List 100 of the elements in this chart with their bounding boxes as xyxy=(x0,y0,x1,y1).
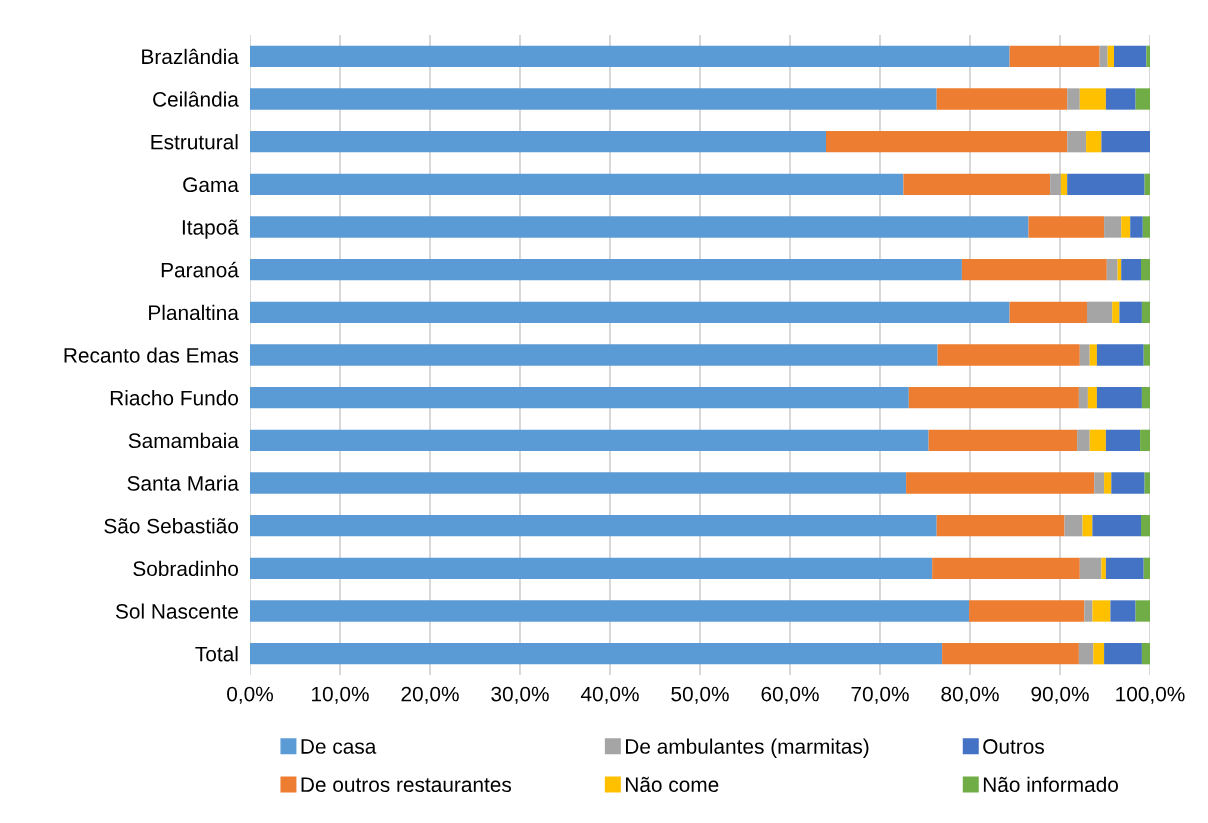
bar xyxy=(250,301,1010,323)
bar xyxy=(250,344,938,366)
bar xyxy=(1135,88,1150,110)
bar xyxy=(1144,472,1150,494)
bar xyxy=(1110,600,1136,622)
bar xyxy=(1105,557,1144,579)
bar xyxy=(250,387,909,409)
x-tick-label: 0,0% xyxy=(227,686,273,704)
bar xyxy=(1089,344,1097,366)
bar xyxy=(1067,131,1087,153)
bar xyxy=(1105,429,1141,451)
x-tick-label: 90,0% xyxy=(1031,686,1089,704)
bar xyxy=(1107,45,1114,67)
legend-label: De outros restaurantes xyxy=(301,777,512,793)
bar xyxy=(1140,429,1150,451)
y-tick-label: Itapoã xyxy=(182,219,239,239)
bar xyxy=(1067,173,1145,195)
y-tick-label: São Sebastião xyxy=(104,518,239,534)
bar xyxy=(826,131,1068,153)
bar xyxy=(1028,216,1105,238)
bar xyxy=(936,515,1065,537)
y-tick-label: Samambaia xyxy=(128,432,239,449)
bar xyxy=(1092,600,1111,622)
bar xyxy=(1141,643,1150,665)
bar xyxy=(928,429,1078,451)
bar xyxy=(1130,216,1143,238)
bar xyxy=(1143,344,1150,366)
legend-label: Não informado xyxy=(983,776,1118,793)
y-tick-label: Brazlândia xyxy=(142,48,239,65)
bar xyxy=(1104,216,1122,238)
x-tick-label: 60,0% xyxy=(761,686,819,704)
bar xyxy=(250,600,970,622)
bar xyxy=(1078,643,1094,665)
bar xyxy=(1082,515,1093,537)
bar xyxy=(1146,45,1150,67)
bar xyxy=(1105,88,1136,110)
bar xyxy=(1009,301,1087,323)
bar xyxy=(250,259,962,281)
bar xyxy=(1119,301,1142,323)
bar xyxy=(1078,387,1088,409)
y-tick-label: Estrutural xyxy=(151,134,238,150)
bar xyxy=(1093,643,1105,665)
bar xyxy=(1092,515,1141,537)
bar xyxy=(1141,515,1150,537)
bar xyxy=(1087,301,1113,323)
bar xyxy=(1106,259,1118,281)
bar xyxy=(1101,131,1150,153)
bar xyxy=(1099,45,1108,67)
x-tick-label: 20,0% xyxy=(401,686,459,704)
y-tick-label: Sol Nascente xyxy=(115,603,238,619)
bar xyxy=(1009,45,1100,67)
bar xyxy=(250,643,943,665)
bar xyxy=(936,88,1068,110)
bar xyxy=(250,515,937,537)
bar xyxy=(1079,88,1106,110)
bar xyxy=(906,472,1095,494)
y-tick-label: Ceilândia xyxy=(153,91,239,107)
bar xyxy=(1143,557,1150,579)
bar xyxy=(1141,387,1150,409)
bar xyxy=(1141,259,1150,281)
bar xyxy=(1067,88,1080,110)
bar xyxy=(1104,643,1142,665)
x-tick-label: 100,0% xyxy=(1116,686,1185,704)
bar xyxy=(1114,45,1147,67)
bar xyxy=(1101,557,1106,579)
bar xyxy=(1096,344,1144,366)
bar xyxy=(1087,387,1097,409)
bar xyxy=(1111,472,1145,494)
y-tick-label: Recanto das Emas xyxy=(64,347,239,363)
bar xyxy=(1086,131,1102,153)
bar xyxy=(942,643,1079,665)
bar xyxy=(1077,429,1090,451)
bar xyxy=(937,344,1080,366)
bar xyxy=(1141,301,1150,323)
bar xyxy=(250,173,904,195)
bar xyxy=(908,387,1079,409)
y-tick-label: Planaltina xyxy=(149,304,239,321)
bar xyxy=(250,88,937,110)
x-tick-label: 80,0% xyxy=(941,686,999,704)
y-tick-label: Total xyxy=(195,646,238,662)
legend-label: De ambulantes (marmitas) xyxy=(626,738,869,758)
bar xyxy=(1094,472,1105,494)
bar xyxy=(1089,429,1106,451)
bar xyxy=(961,259,1107,281)
bar xyxy=(1104,472,1112,494)
bar xyxy=(1121,259,1141,281)
bar xyxy=(1112,301,1120,323)
y-tick-label: Santa Maria xyxy=(127,475,239,491)
x-tick-label: 30,0% xyxy=(491,686,549,704)
bar xyxy=(1060,173,1068,195)
y-tick-label: Paranoá xyxy=(161,261,239,278)
bar xyxy=(250,557,933,579)
bar xyxy=(1050,173,1061,195)
legend-label: Outros xyxy=(983,739,1044,754)
bar xyxy=(250,45,1010,67)
bar xyxy=(1064,515,1083,537)
bar xyxy=(1142,216,1150,238)
legend-label: Não come xyxy=(626,776,719,793)
bar xyxy=(250,429,929,451)
y-tick-label: Riacho Fundo xyxy=(110,390,239,406)
